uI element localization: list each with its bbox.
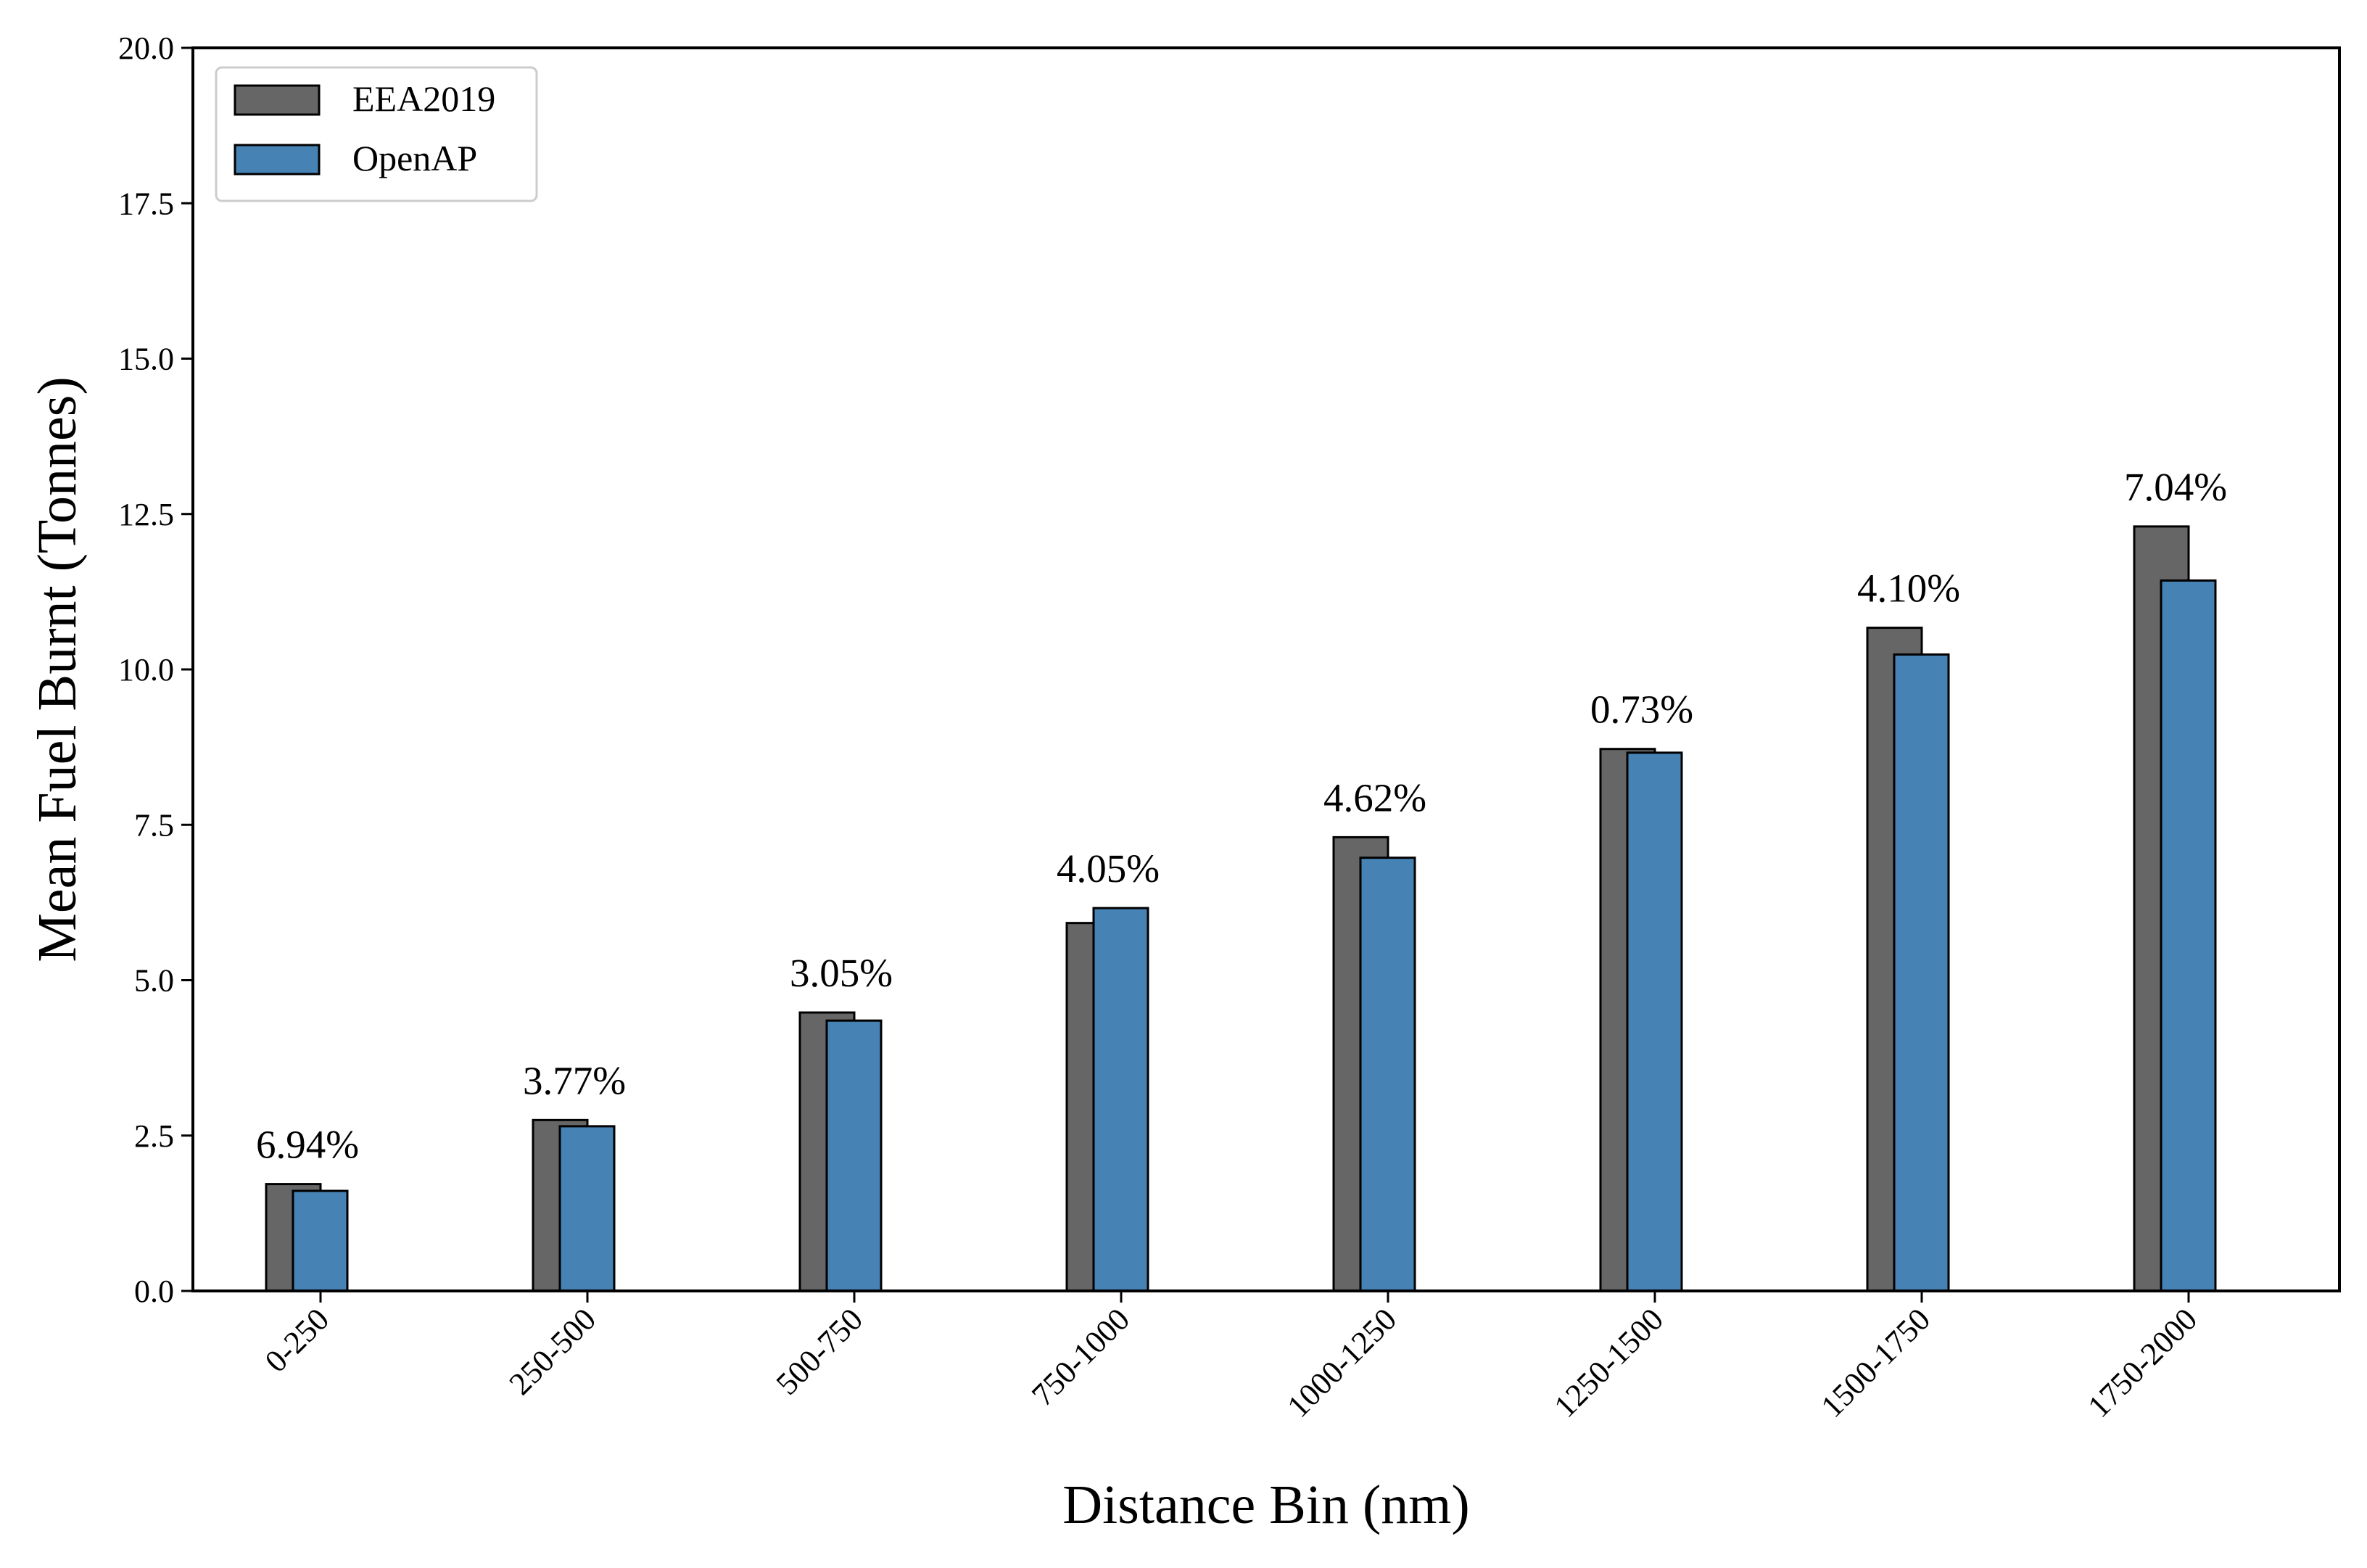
- bar-openap-1750-2000: [2160, 579, 2217, 1292]
- y-tick-label-17.5: 17.5: [118, 186, 174, 221]
- legend-label-eea2019: EEA2019: [352, 78, 495, 119]
- legend-swatch-eea2019: [234, 84, 321, 116]
- y-tick-label-12.5: 12.5: [118, 497, 174, 532]
- x-tick-label-0-250: 0-250: [258, 1301, 336, 1379]
- bar-openap-250-500: [558, 1125, 616, 1292]
- plot-frame: [191, 46, 2341, 1292]
- data-label-1750-2000: 7.04%: [2124, 465, 2227, 509]
- y-tick-label-15.0: 15.0: [118, 342, 174, 377]
- data-label-1000-1250: 4.62%: [1323, 775, 1426, 820]
- data-label-750-1000: 4.05%: [1057, 846, 1160, 891]
- y-tick-label-2.5: 2.5: [134, 1118, 174, 1154]
- y-tick-label-5.0: 5.0: [134, 963, 174, 999]
- x-tick-label-500-750: 500-750: [769, 1301, 869, 1401]
- x-tick-label-250-500: 250-500: [503, 1301, 603, 1401]
- y-tick-label-0.0: 0.0: [134, 1274, 174, 1309]
- y-tick-label-10.0: 10.0: [118, 652, 174, 688]
- x-tick-label-750-1000: 750-1000: [1025, 1301, 1136, 1413]
- legend-swatch-openap: [234, 144, 321, 176]
- y-tick-label-7.5: 7.5: [134, 807, 174, 843]
- bar-openap-1500-1750: [1893, 653, 1950, 1292]
- data-label-0-250: 6.94%: [256, 1123, 359, 1167]
- bar-openap-0-250: [292, 1189, 349, 1292]
- data-label-1500-1750: 4.10%: [1857, 566, 1960, 611]
- data-label-250-500: 3.77%: [523, 1058, 626, 1102]
- bar-openap-750-1000: [1092, 907, 1149, 1292]
- y-axis-title: Mean Fuel Burnt (Tonnes): [27, 376, 88, 962]
- data-label-1250-1500: 0.73%: [1590, 688, 1693, 732]
- x-tick-label-1000-1250: 1000-1250: [1281, 1301, 1403, 1424]
- bar-openap-500-750: [825, 1019, 883, 1292]
- bar-openap-1000-1250: [1359, 857, 1416, 1292]
- legend-label-openap: OpenAP: [352, 138, 477, 178]
- x-tick-label-1500-1750: 1500-1750: [1814, 1301, 1937, 1424]
- x-axis-title: Distance Bin (nm): [1062, 1474, 1469, 1535]
- data-label-500-750: 3.05%: [790, 951, 893, 995]
- x-tick-label-1750-2000: 1750-2000: [2081, 1301, 2204, 1424]
- x-tick-label-1250-1500: 1250-1500: [1548, 1301, 1670, 1424]
- bar-openap-1250-1500: [1626, 751, 1683, 1292]
- y-tick-label-20.0: 20.0: [118, 30, 174, 66]
